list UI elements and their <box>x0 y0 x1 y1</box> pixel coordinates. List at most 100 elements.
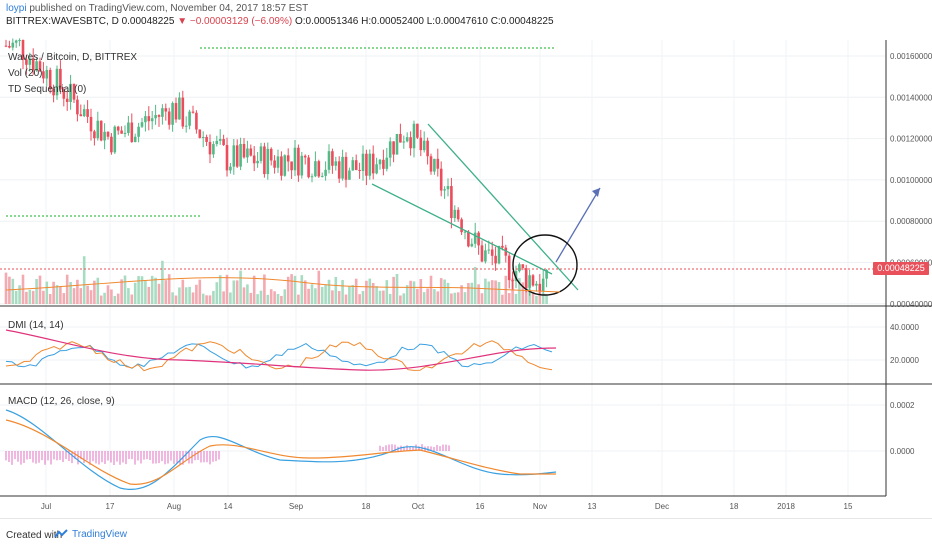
projection-arrowhead <box>592 188 600 197</box>
candle-body <box>147 116 151 122</box>
volume-bar <box>86 285 89 304</box>
candle-body <box>235 145 239 167</box>
dmi-minus-line <box>5 340 553 372</box>
indicator-vol[interactable]: Vol (20) <box>8 68 43 79</box>
volume-bar <box>140 276 144 304</box>
candle-body <box>371 153 375 174</box>
volume-bar <box>320 286 324 304</box>
publisher-name[interactable]: loypi <box>6 3 27 14</box>
candle-body <box>161 108 164 117</box>
candle-body <box>375 164 378 174</box>
volume-bar <box>378 290 382 304</box>
candle-body <box>361 153 365 171</box>
volume-bar <box>256 294 259 304</box>
candle-body <box>123 132 127 134</box>
candle-body <box>171 103 174 125</box>
volume-bar <box>191 292 195 304</box>
time-tick-label: Nov <box>533 502 547 511</box>
candle-body <box>399 133 402 143</box>
volume-bar <box>314 288 317 304</box>
candle-body <box>460 219 463 233</box>
candle-body <box>501 245 504 248</box>
candle-body <box>494 255 497 264</box>
volume-bar <box>164 280 168 304</box>
candle-body <box>242 143 246 158</box>
candle-body <box>409 137 412 149</box>
candle-body <box>130 122 134 143</box>
macd-label[interactable]: MACD (12, 26, close, 9) <box>8 396 115 407</box>
candle-body <box>212 144 215 155</box>
volume-bar <box>25 291 28 304</box>
macd-tick-label: 0.0002 <box>890 401 915 410</box>
candle-body <box>497 245 501 264</box>
volume-bar <box>497 281 501 304</box>
volume-bar <box>280 295 283 304</box>
footer-created: Created with <box>6 530 63 541</box>
candle-body <box>467 231 470 247</box>
volume-bar <box>201 293 205 304</box>
candle-body <box>297 147 300 176</box>
volume-bar <box>69 281 72 304</box>
volume-bar <box>55 285 59 304</box>
price-tick-label: 0.00140000 <box>890 93 932 102</box>
candle-body <box>21 39 25 60</box>
volume-bar <box>28 289 32 304</box>
candle-body <box>541 278 545 292</box>
volume-bar <box>538 287 542 304</box>
volume-bar <box>266 294 270 304</box>
candle-body <box>96 120 100 139</box>
dmi-label[interactable]: DMI (14, 14) <box>8 320 64 331</box>
volume-bar <box>242 287 246 304</box>
candle-body <box>8 45 11 48</box>
candle-body <box>507 255 511 281</box>
volume-bar <box>545 294 548 304</box>
volume-bar <box>184 287 188 304</box>
candle-body <box>103 131 106 141</box>
candle-body <box>337 161 341 179</box>
candle-body <box>188 111 191 126</box>
tradingview-logo-icon[interactable] <box>54 529 68 539</box>
footer-brand[interactable]: TradingView <box>72 529 128 540</box>
volume-bar <box>96 277 100 304</box>
time-tick-label: 15 <box>844 502 853 511</box>
volume-bar <box>150 275 154 304</box>
candle-body <box>164 108 168 112</box>
candle-body <box>79 114 83 117</box>
grid-lines <box>0 40 886 496</box>
candle-body <box>144 116 147 123</box>
volume-bar <box>409 280 412 304</box>
candle-body <box>436 158 440 169</box>
candle-body <box>38 61 42 72</box>
volume-bar <box>331 290 334 304</box>
candle-body <box>429 156 433 172</box>
volume-bar <box>171 292 174 304</box>
volume-bar <box>456 292 460 304</box>
candle-body <box>310 176 314 178</box>
indicator-td-sequential[interactable]: TD Sequential (0) <box>8 84 87 95</box>
candle-body <box>232 145 236 167</box>
macd-tick-label: 0.0000 <box>890 447 915 456</box>
volume-bar <box>218 275 222 304</box>
volume-bar <box>490 280 494 304</box>
candle-body <box>225 145 229 171</box>
main-title: Waves / Bitcoin, D, BITTREX <box>8 52 138 63</box>
candle-body <box>201 136 205 138</box>
volume-bar <box>212 290 215 304</box>
highlight-circle <box>512 234 578 296</box>
candle-body <box>208 141 212 155</box>
dmi-tick-label: 20.0000 <box>890 356 919 365</box>
volume-bar <box>249 292 253 304</box>
volume-bar <box>167 274 171 304</box>
candle-body <box>191 111 195 113</box>
candle-body <box>439 168 443 191</box>
volume-bar <box>133 282 137 304</box>
volume-bar <box>18 285 21 304</box>
candle-body <box>480 245 484 262</box>
volume-bar <box>412 281 416 304</box>
price-change: −0.00003129 (−6.09%) <box>189 16 293 27</box>
candle-body <box>273 160 276 168</box>
candle-body <box>426 140 429 157</box>
volume-bar <box>76 279 79 304</box>
candle-body <box>222 139 225 146</box>
volume-bar <box>225 274 229 304</box>
